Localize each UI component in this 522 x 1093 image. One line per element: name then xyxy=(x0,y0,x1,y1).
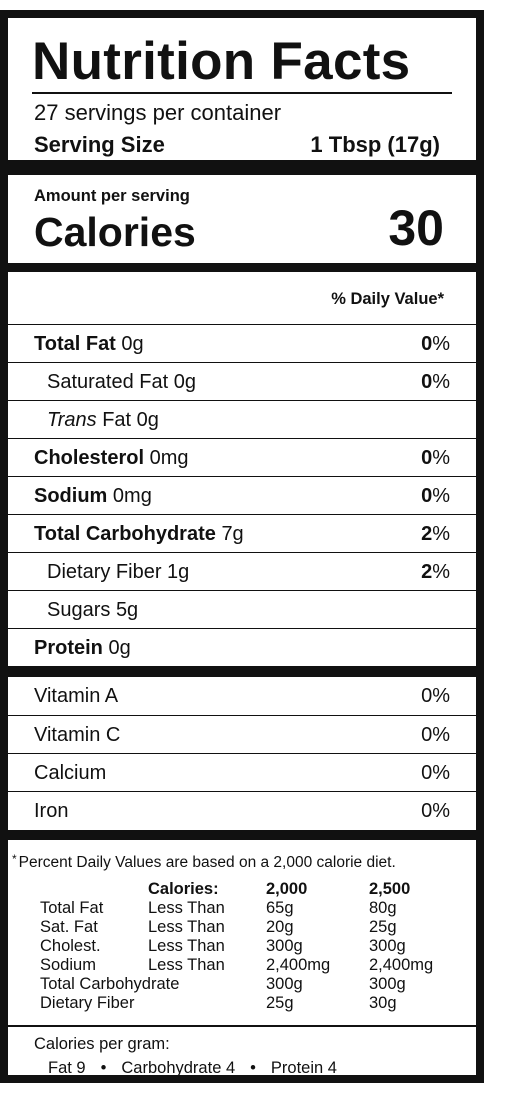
nutrient-row-total-carbohydrate: Total Carbohydrate 7g 2% xyxy=(8,514,476,552)
nutrient-amount: 5g xyxy=(115,599,139,621)
nutrient-row-total-fat: Total Fat 0g 0% xyxy=(8,324,476,362)
cpg-fat: Fat 9 xyxy=(48,1059,86,1077)
nutrient-pct: 2 xyxy=(421,523,433,545)
nutrient-amount: 0g xyxy=(121,333,144,355)
nutrient-row-dietary-fiber: Dietary Fiber 1g 2% xyxy=(8,552,476,590)
vitamin-name: Vitamin C xyxy=(34,724,121,746)
nutrient-pct: 0 xyxy=(421,485,433,507)
calories-value: 30 xyxy=(388,200,444,256)
table-row: Total Fat Less Than 65g 80g xyxy=(40,899,397,917)
daily-value-footnote: * Percent Daily Values are based on a 2,0… xyxy=(12,852,396,872)
nutrient-amount: 0mg xyxy=(112,485,152,507)
cpg-carbohydrate: Carbohydrate 4 xyxy=(121,1059,236,1077)
pct-unit: % xyxy=(432,523,450,545)
pct-unit: % xyxy=(432,371,450,393)
nutrient-amount: 0g xyxy=(136,409,159,431)
nutrient-pct: 2 xyxy=(421,561,433,583)
calories-per-gram-rule xyxy=(8,1025,476,1027)
daily-values-reference-table: Calories: 2,000 2,500 Total Fat Less Than… xyxy=(40,880,449,1013)
nutrient-amount: 0g xyxy=(108,637,131,659)
table-row: Sat. Fat Less Than 20g 25g xyxy=(40,918,397,936)
daily-value-header: % Daily Value* xyxy=(331,290,444,308)
pct-unit: % xyxy=(432,447,450,469)
reference-table-header: Calories: 2,000 2,500 xyxy=(148,880,411,898)
vitamins-panel: Vitamin A 0% Vitamin C 0% Calcium 0% Iro… xyxy=(8,677,476,830)
nutrient-name: Total Carbohydrate xyxy=(34,523,216,545)
nutrient-amount: 7g xyxy=(221,523,244,545)
nutrient-amount: 0g xyxy=(173,371,196,393)
serving-size-label: Serving Size xyxy=(34,132,165,157)
pct-unit: % xyxy=(432,333,450,355)
nutrient-name: Sugars xyxy=(47,599,111,621)
vitamin-name: Iron xyxy=(34,800,69,822)
vitamin-name: Vitamin A xyxy=(34,685,119,707)
cpg-protein: Protein 4 xyxy=(270,1059,337,1077)
table-row: Cholest. Less Than 300g 300g xyxy=(40,937,406,955)
vitamin-row-vitamin-a: Vitamin A 0% xyxy=(8,677,476,715)
nutrients-panel: % Daily Value* Total Fat 0g 0% Saturated… xyxy=(8,272,476,666)
title-rule xyxy=(32,92,452,94)
nutrient-pct: 0 xyxy=(421,447,433,469)
nutrient-row-saturated-fat: Saturated Fat 0g 0% xyxy=(8,362,476,400)
nutrition-facts-label: Nutrition Facts 27 servings per containe… xyxy=(0,10,484,1083)
nutrient-amount: 1g xyxy=(167,561,190,583)
nutrient-row-sugars: Sugars 5g xyxy=(8,590,476,628)
vitamin-pct: 0% xyxy=(421,762,450,784)
servings-per-container: 27 servings per container xyxy=(34,100,282,125)
bullet-separator: • xyxy=(250,1059,256,1077)
vitamin-row-calcium: Calcium 0% xyxy=(8,753,476,791)
calories-panel: Amount per serving Calories 30 xyxy=(8,175,476,263)
header-panel: Nutrition Facts 27 servings per containe… xyxy=(8,18,476,160)
calories-per-gram-label: Calories per gram: xyxy=(34,1035,170,1053)
vitamin-pct: 0% xyxy=(421,800,450,822)
table-row: Sodium Less Than 2,400mg 2,400mg xyxy=(40,956,434,974)
footnote-text: Percent Daily Values are based on a 2,00… xyxy=(18,854,396,871)
nutrient-name: Sodium xyxy=(34,485,108,507)
serving-size-value: 1 Tbsp (17g) xyxy=(310,132,440,157)
nutrient-name: Saturated Fat xyxy=(47,371,169,393)
nutrient-row-trans-fat: Trans Fat 0g xyxy=(8,400,476,438)
nutrient-pct: 0 xyxy=(421,371,433,393)
nutrient-amount: 0mg xyxy=(149,447,189,469)
nutrient-name: Dietary Fiber xyxy=(47,561,162,583)
nutrient-name: Total Fat xyxy=(34,333,116,355)
calories-label: Calories xyxy=(34,209,196,255)
vitamin-pct: 0% xyxy=(421,685,450,707)
vitamin-row-iron: Iron 0% xyxy=(8,791,476,829)
nutrient-name: Cholesterol xyxy=(34,447,145,469)
pct-unit: % xyxy=(432,561,450,583)
footnote-asterisk: * xyxy=(12,852,17,866)
amount-per-serving: Amount per serving xyxy=(34,187,190,205)
vitamin-row-vitamin-c: Vitamin C 0% xyxy=(8,715,476,753)
footnote-panel: * Percent Daily Values are based on a 2,0… xyxy=(8,840,476,1078)
label-title: Nutrition Facts xyxy=(32,32,411,91)
vitamin-pct: 0% xyxy=(421,724,450,746)
nutrient-name: Protein xyxy=(34,637,103,659)
bullet-separator: • xyxy=(100,1059,107,1077)
nutrient-name-rest: Fat xyxy=(102,409,132,431)
pct-unit: % xyxy=(432,485,450,507)
nutrient-row-protein: Protein 0g xyxy=(8,628,476,666)
calories-per-gram-values: Fat 9 • Carbohydrate 4 • Protein 4 xyxy=(48,1059,337,1078)
nutrient-name: Trans xyxy=(47,409,97,431)
nutrient-row-sodium: Sodium 0mg 0% xyxy=(8,476,476,514)
vitamin-name: Calcium xyxy=(34,762,107,784)
table-row: Dietary Fiber 25g 30g xyxy=(40,994,397,1012)
table-row: Total Carbohydrate 300g 300g xyxy=(40,975,406,993)
nutrient-pct: 0 xyxy=(421,333,433,355)
nutrient-row-cholesterol: Cholesterol 0mg 0% xyxy=(8,438,476,476)
